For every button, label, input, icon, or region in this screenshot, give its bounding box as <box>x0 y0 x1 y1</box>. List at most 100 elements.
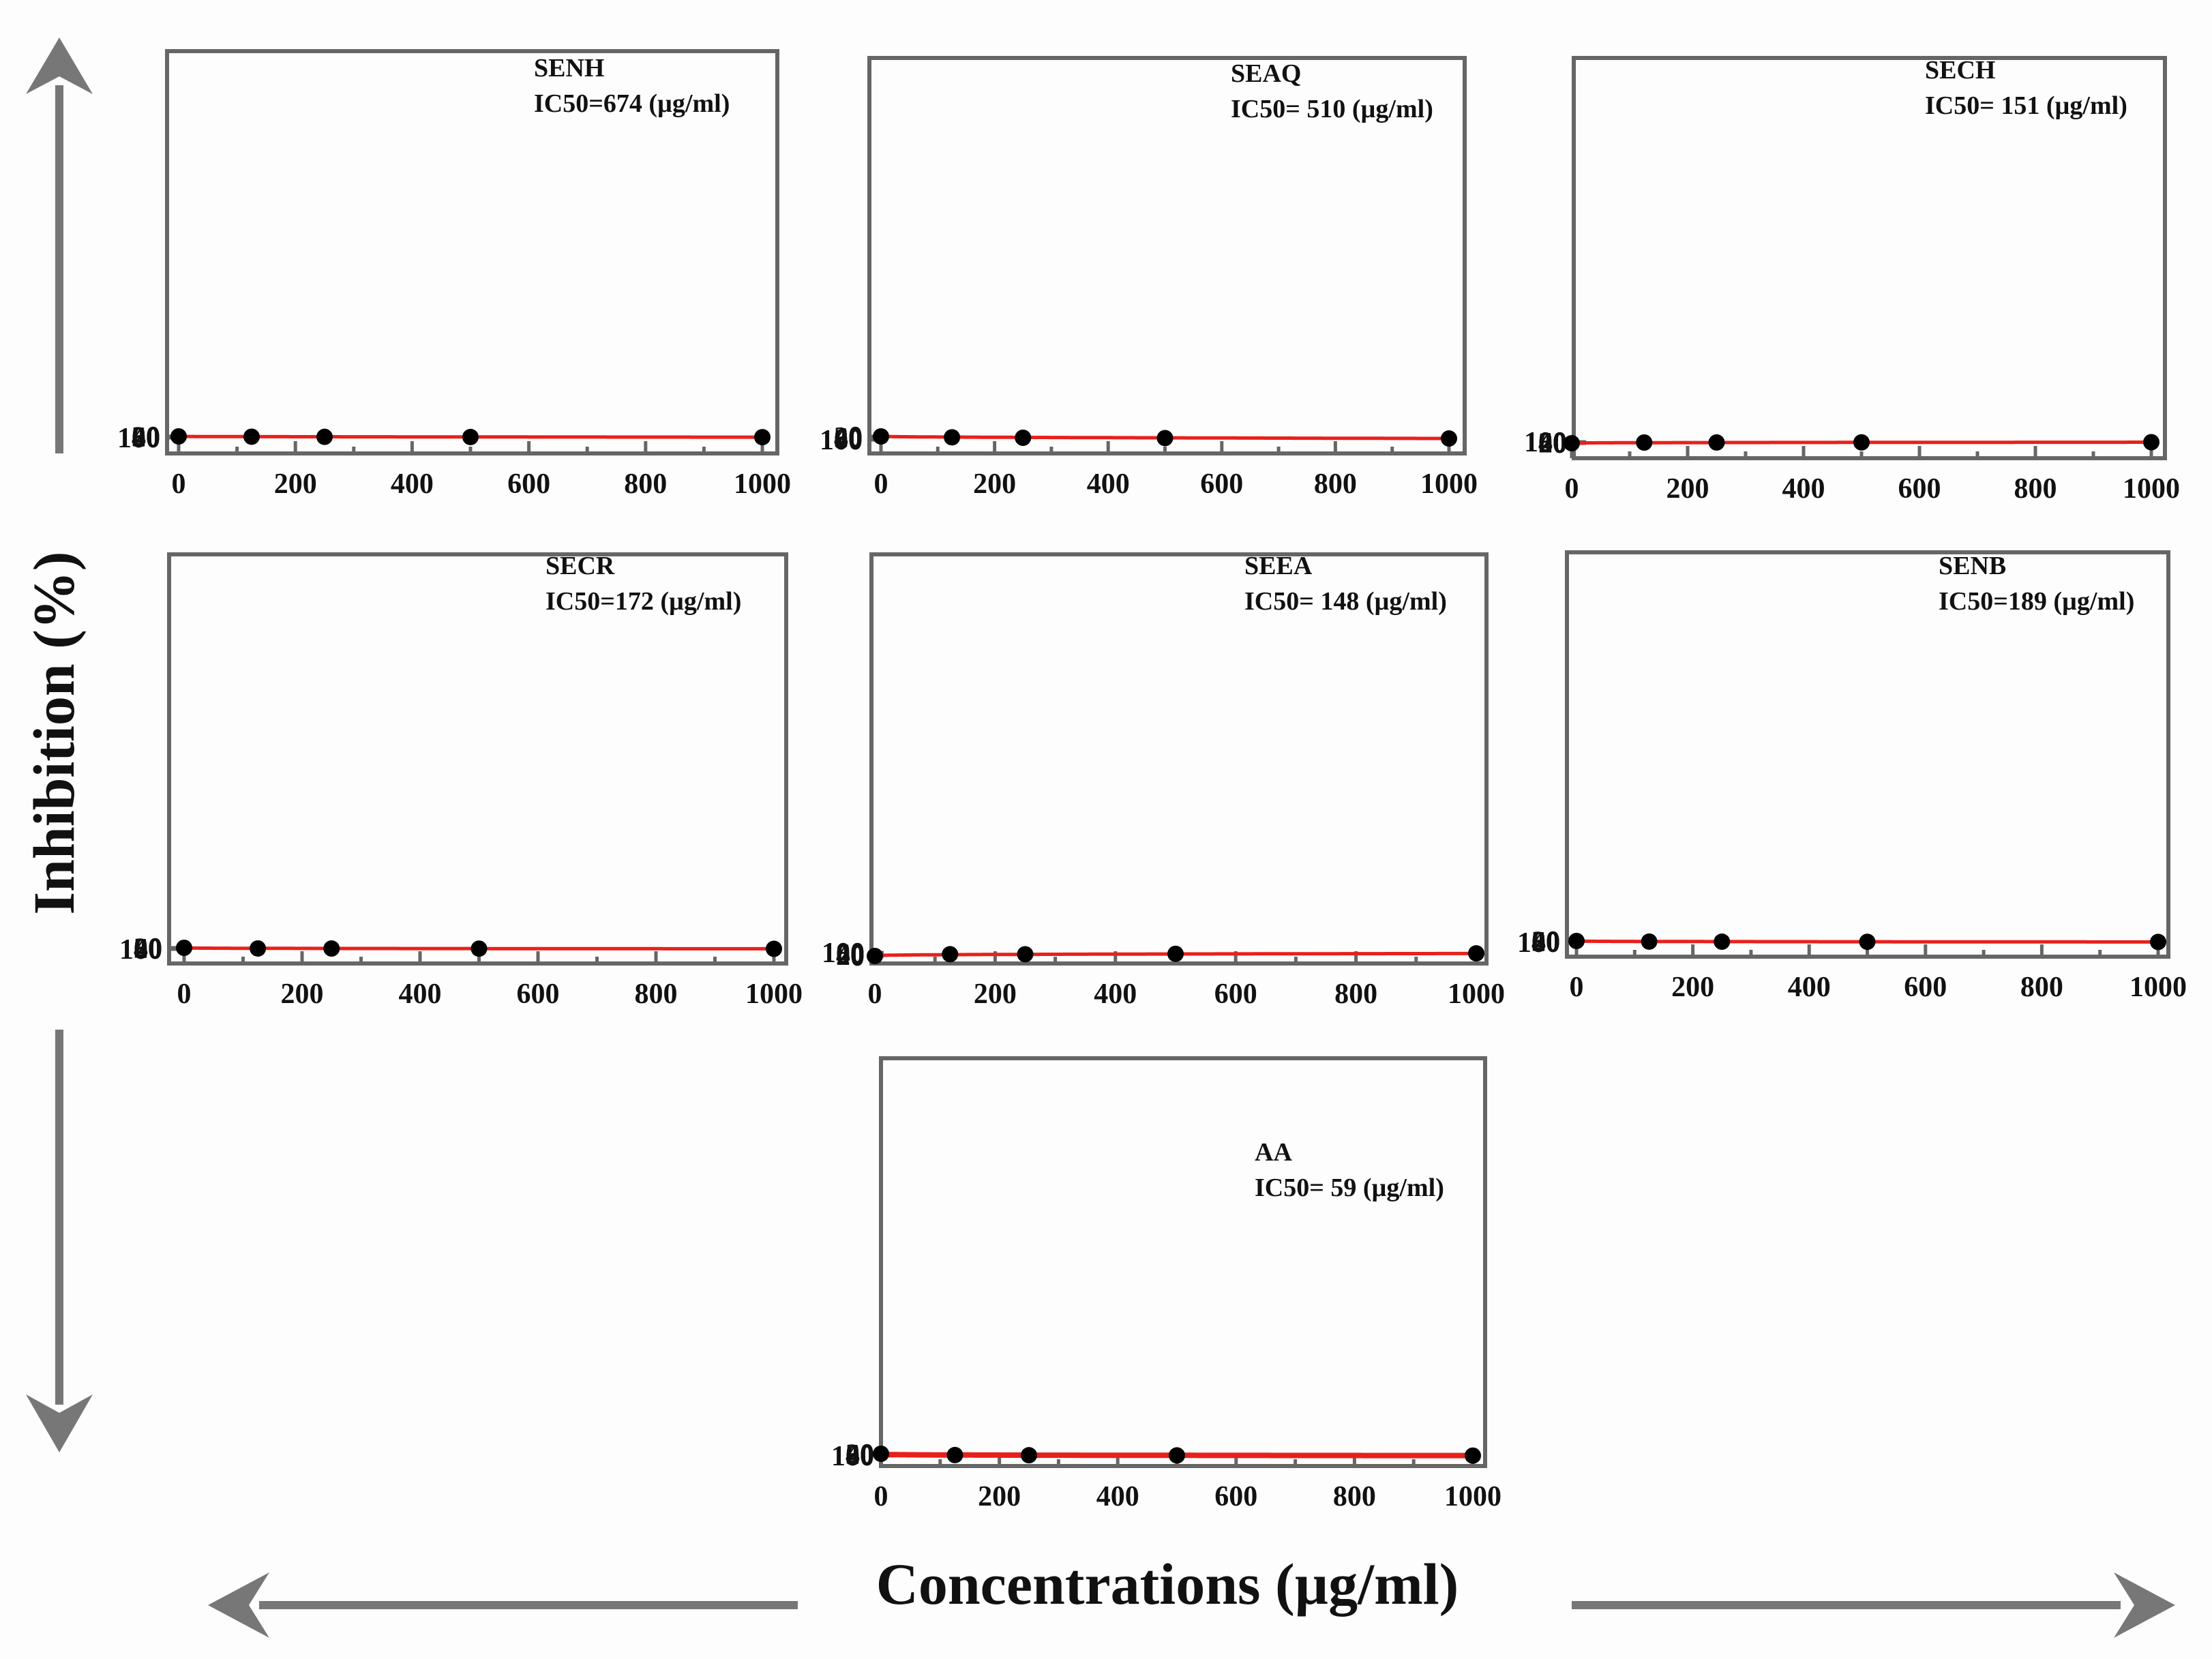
x-tick-label: 600 <box>1200 468 1243 500</box>
y-arrow-up <box>26 38 93 453</box>
data-point <box>176 940 192 956</box>
data-point <box>1468 945 1484 962</box>
x-tick-label: 600 <box>1214 1481 1257 1512</box>
y-tick-label: 40 <box>846 1439 874 1471</box>
data-point <box>1167 945 1184 962</box>
y-tick-label: 0 <box>1546 926 1560 957</box>
data-point <box>1156 430 1174 447</box>
plot-frame <box>869 552 1489 966</box>
y-tick-label: 40 <box>132 422 160 453</box>
y-tick-label: 20 <box>1531 926 1560 957</box>
y-tick-label: 100 <box>119 934 162 966</box>
data-point <box>1636 434 1653 451</box>
ic50-label: IC50= 510 (µg/ml) <box>1231 95 1433 123</box>
data-point <box>944 429 961 446</box>
plot-frame <box>1572 56 2167 460</box>
plot-frame <box>167 552 788 966</box>
y-tick-label: 60 <box>1531 927 1560 958</box>
x-tick-label: 800 <box>1314 468 1357 500</box>
ic50-label: IC50=674 (µg/ml) <box>534 89 730 118</box>
y-tick-label: 0 <box>850 941 865 972</box>
data-point <box>243 428 260 445</box>
x-tick-label: 400 <box>1782 473 1825 505</box>
y-tick-label: 20 <box>134 933 162 964</box>
x-tick-label: 400 <box>391 468 434 500</box>
data-point <box>1641 933 1658 950</box>
data-point <box>754 429 771 446</box>
data-point <box>1465 1447 1481 1464</box>
y-tick-label: 80 <box>1538 427 1567 458</box>
data-point <box>1021 1447 1037 1464</box>
data-point <box>942 946 959 963</box>
x-tick-label: 600 <box>1214 978 1257 1010</box>
data-point <box>1859 933 1876 951</box>
x-tick-label: 0 <box>177 978 192 1010</box>
x-tick-label: 0 <box>874 468 888 500</box>
data-point <box>1017 946 1034 963</box>
data-point <box>867 948 883 964</box>
data-point <box>170 428 187 445</box>
ic50-label: IC50=189 (µg/ml) <box>1939 587 2134 616</box>
data-point <box>470 940 488 957</box>
x-tick-label: 800 <box>1333 1481 1376 1512</box>
x-tick-label: 0 <box>1570 972 1584 1003</box>
x-tick-label: 1000 <box>734 468 791 500</box>
y-tick-label: 60 <box>132 422 160 453</box>
y-arrow-down <box>26 1030 93 1452</box>
data-point <box>873 428 889 445</box>
x-axis-label: Concentrations (µg/ml) <box>876 1551 1459 1617</box>
data-point <box>316 428 333 445</box>
x-tick-label: 200 <box>281 978 324 1010</box>
y-tick-label: 100 <box>1517 927 1560 959</box>
x-tick-label: 1000 <box>1444 1481 1501 1512</box>
data-point <box>1564 435 1580 451</box>
y-tick-label: 20 <box>1538 428 1567 460</box>
sample-name: SENB <box>1939 552 2006 580</box>
sample-name: AA <box>1255 1138 1292 1167</box>
x-tick-label: 1000 <box>2129 972 2187 1003</box>
x-tick-label: 400 <box>1788 972 1831 1003</box>
ic50-label: IC50= 151 (µg/ml) <box>1925 91 2127 120</box>
y-tick-label: 20 <box>846 1439 874 1471</box>
y-tick-label: 100 <box>117 423 160 454</box>
y-tick-label: 20 <box>132 421 160 453</box>
x-tick-label: 0 <box>868 978 882 1010</box>
ic50-label: IC50= 148 (µg/ml) <box>1244 587 1447 616</box>
y-tick-label: 60 <box>1538 428 1567 459</box>
x-tick-label: 600 <box>507 468 550 500</box>
y-tick-label: 40 <box>1531 927 1560 958</box>
sample-name: SEAQ <box>1231 59 1301 88</box>
y-tick-label: 60 <box>134 933 162 965</box>
data-point <box>946 1446 963 1463</box>
y-tick-label: 0 <box>148 933 162 964</box>
x-tick-label: 400 <box>399 978 442 1010</box>
x-tick-label: 400 <box>1094 978 1137 1010</box>
x-tick-label: 800 <box>2020 972 2063 1003</box>
x-tick-label: 400 <box>1096 1481 1139 1512</box>
y-tick-label: 100 <box>831 1441 874 1472</box>
x-tick-label: 600 <box>1904 972 1947 1003</box>
x-tick-label: 400 <box>1087 468 1130 500</box>
y-tick-label: 100 <box>1524 427 1567 458</box>
data-point <box>1708 434 1725 451</box>
data-point <box>1714 933 1731 951</box>
y-tick-label: 80 <box>1531 927 1560 959</box>
y-tick-label: 40 <box>134 933 162 965</box>
y-tick-label: 100 <box>820 425 863 456</box>
y-tick-label: 40 <box>834 423 863 454</box>
y-tick-label: 40 <box>1538 428 1567 459</box>
x-tick-label: 200 <box>1671 972 1714 1003</box>
data-point <box>873 1446 889 1462</box>
y-tick-label: 0 <box>146 421 160 453</box>
x-tick-label: 200 <box>974 978 1017 1010</box>
x-tick-label: 1000 <box>1448 978 1505 1010</box>
x-tick-label: 600 <box>1898 473 1941 505</box>
ic50-label: IC50= 59 (µg/ml) <box>1255 1174 1444 1202</box>
x-tick-label: 0 <box>874 1481 888 1512</box>
x-arrow-right <box>1572 1572 2175 1638</box>
y-tick-label: 0 <box>1553 428 1567 460</box>
